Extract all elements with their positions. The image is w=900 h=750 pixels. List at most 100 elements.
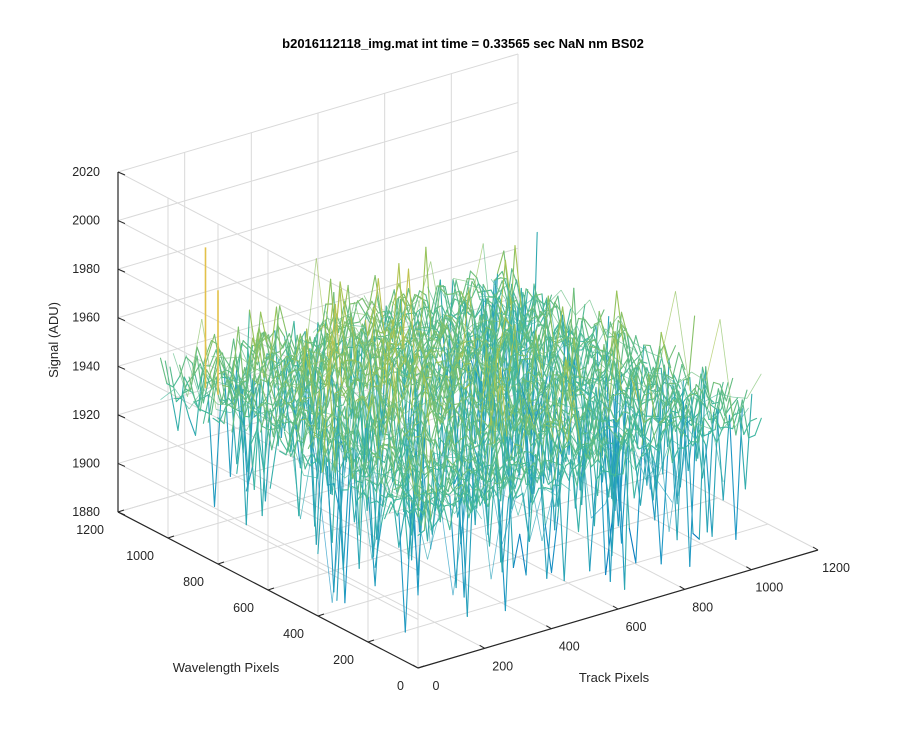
surface-segment	[473, 443, 481, 449]
surface-segment	[627, 414, 635, 452]
surface-segment	[325, 311, 341, 358]
surface-segment	[374, 395, 382, 430]
surface-segment	[406, 312, 414, 315]
surface-segment	[593, 338, 602, 356]
surface-segment	[667, 386, 675, 406]
surface-segment	[711, 406, 719, 537]
surface-segment	[584, 319, 592, 329]
floor-grid-line	[317, 452, 619, 610]
surface-segment	[444, 402, 460, 433]
surface-segment	[497, 355, 513, 390]
surface-segment	[385, 327, 394, 339]
surface-segment	[635, 444, 643, 564]
surface-segment	[432, 347, 447, 349]
surface-segment	[520, 348, 529, 352]
surface-segment	[487, 442, 495, 446]
surface-segment	[207, 381, 216, 423]
surface-segment	[671, 352, 680, 379]
surface-segment	[552, 421, 561, 428]
surface-segment	[657, 364, 665, 418]
surface-segment	[738, 406, 746, 490]
surface-segment	[396, 436, 405, 457]
surface-segment	[495, 459, 503, 484]
surface-segment	[280, 358, 289, 439]
surface-segment	[469, 270, 478, 279]
y-tick-label: 600	[233, 601, 254, 615]
surface-segment	[559, 402, 574, 410]
surface-segment	[616, 412, 624, 423]
surface-segment	[601, 470, 610, 473]
surface-segment	[436, 347, 452, 353]
surface-segment	[288, 342, 297, 359]
surface-segment	[481, 366, 489, 397]
surface-segment	[579, 388, 588, 401]
surface-segment	[388, 499, 397, 514]
surface-segment	[496, 250, 505, 274]
surface-segment	[673, 374, 681, 390]
surface-segment	[641, 372, 650, 446]
surface-segment	[605, 471, 613, 557]
surface-segment	[509, 454, 518, 461]
surface-segment	[398, 403, 406, 425]
surface-segment	[172, 353, 188, 397]
z-tick-label: 2020	[72, 165, 100, 179]
surface-segment	[374, 523, 382, 568]
surface-segment	[558, 358, 567, 428]
surface-segment	[538, 334, 546, 360]
surface-segment	[407, 293, 416, 314]
surface-segment	[387, 493, 403, 500]
y-tick-label: 0	[397, 679, 404, 693]
surface-segment	[581, 375, 589, 385]
surface-segment	[488, 459, 497, 547]
surface-segment	[433, 329, 441, 339]
surface-segment	[632, 414, 640, 432]
surface-segment	[620, 414, 629, 445]
surface-segment	[231, 404, 247, 431]
surface-segment	[461, 484, 470, 519]
surface-segment	[280, 345, 289, 357]
surface-segment	[414, 494, 422, 526]
surface-segment	[387, 341, 395, 392]
surface-segment	[557, 457, 565, 582]
surface-segment	[299, 407, 308, 427]
surface-segment	[535, 370, 543, 380]
surface-segment	[352, 321, 360, 324]
surface-segment	[387, 358, 395, 366]
surface-segment	[570, 319, 578, 353]
surface-segment	[284, 381, 299, 390]
surface-segment	[562, 325, 578, 343]
surface-segment	[525, 307, 533, 316]
surface-segment	[360, 428, 368, 468]
surface-segment	[366, 314, 382, 322]
surface-segment	[654, 358, 662, 386]
surface-segment	[368, 497, 376, 587]
surface-segment	[630, 339, 638, 355]
surface-segment	[461, 455, 470, 464]
surface-segment	[748, 434, 756, 439]
surface-segment	[341, 324, 357, 329]
surface-segment	[660, 291, 676, 358]
surface-segment	[544, 309, 553, 312]
surface-segment	[342, 462, 351, 571]
surface-segment	[349, 400, 357, 449]
surface-segment	[288, 415, 297, 447]
surface-segment	[401, 312, 417, 387]
surface-segment	[400, 357, 416, 378]
surface-segment	[446, 477, 454, 491]
x-tick-label: 400	[559, 640, 580, 654]
surface-segment	[403, 381, 411, 400]
surface-segment	[442, 504, 451, 531]
surface-segment	[532, 298, 547, 306]
surface-segment	[608, 471, 616, 478]
surface-segment	[662, 382, 670, 420]
surface-segment	[555, 347, 571, 396]
surface-segment	[576, 325, 592, 357]
surface-segment	[459, 319, 474, 334]
surface-segment	[476, 486, 484, 506]
surface-segment	[733, 407, 749, 429]
surface-segment	[573, 399, 581, 444]
surface-segment	[385, 451, 394, 484]
surface-segment	[593, 320, 602, 325]
surface-segment	[493, 387, 509, 410]
surface-segment	[527, 472, 535, 479]
